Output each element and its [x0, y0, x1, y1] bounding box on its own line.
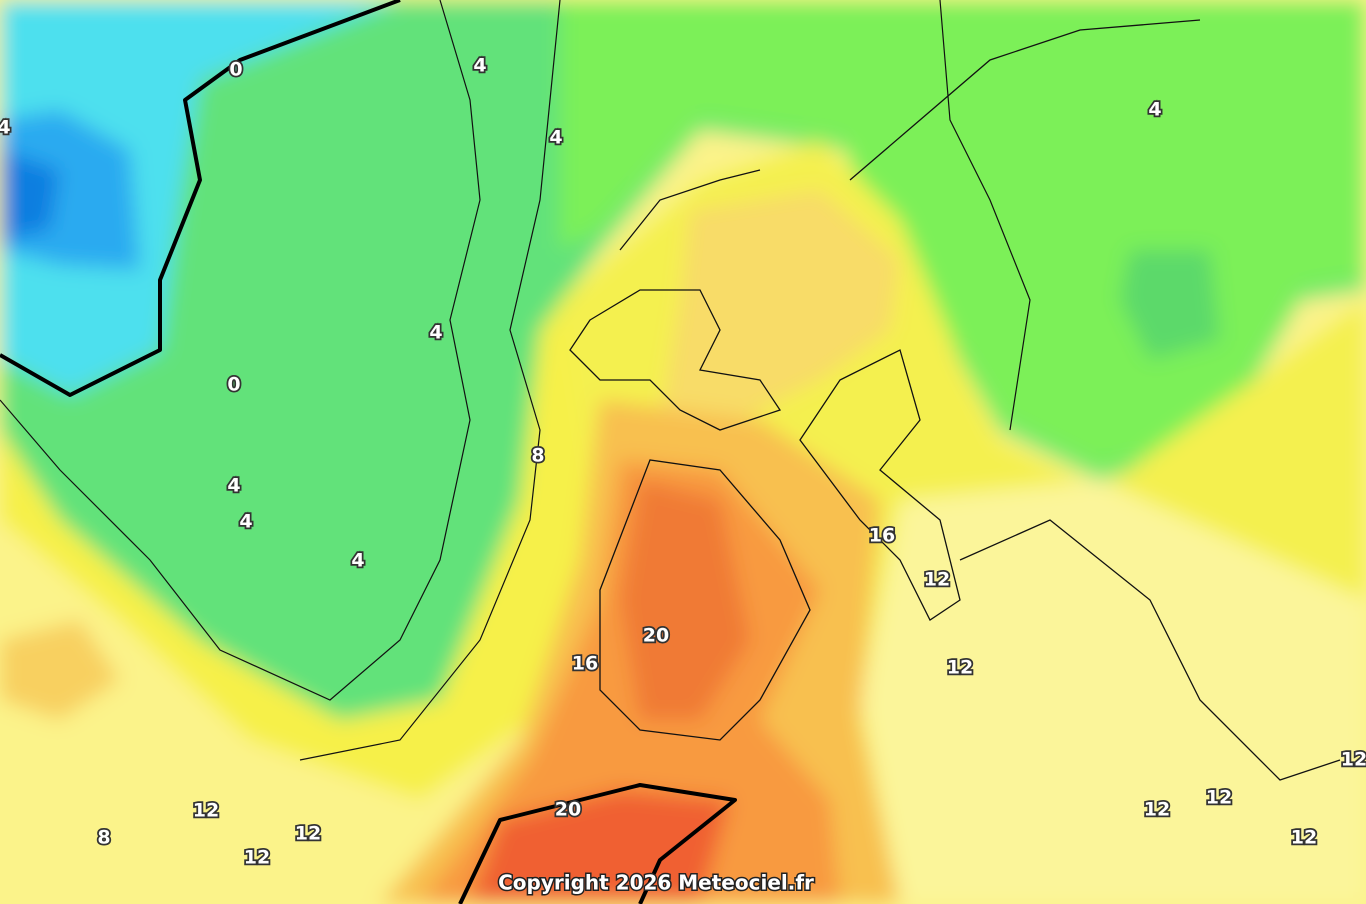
contour-label: 12	[244, 847, 270, 869]
contour-label: 8	[97, 827, 110, 849]
contour-label: 4	[473, 55, 486, 77]
contour-label: 12	[1144, 799, 1170, 821]
contour-label: 12	[295, 823, 321, 845]
contour-label: 12	[947, 657, 973, 679]
contour-label: 0	[229, 59, 242, 81]
contour-label: 4	[1148, 99, 1161, 121]
contour-label: 8	[531, 445, 544, 467]
contour-label: 20	[643, 625, 669, 647]
contour-label: 16	[572, 653, 598, 675]
contour-label: 12	[1206, 787, 1232, 809]
contour-label: 4	[227, 475, 240, 497]
contour-label: 12	[1291, 827, 1317, 849]
contour-label: 16	[869, 525, 895, 547]
contour-label: 4	[239, 511, 252, 533]
contour-label: 12	[1341, 749, 1366, 771]
copyright: Copyright 2026 Meteociel.fr	[498, 871, 814, 895]
contour-label: 4	[351, 550, 364, 572]
contour-label: 4	[0, 117, 11, 139]
contour-label: 4	[549, 127, 562, 149]
contour-label: 12	[924, 569, 950, 591]
contour-label: 4	[429, 322, 442, 344]
contour-labels: 0 4 4 4 4 4 0 8 4 4 4 16 12 20 16 12 20 12 8 12 12 12 12 12 12	[0, 53, 1366, 871]
contour-label: 0	[227, 374, 240, 396]
contour-label: 12	[193, 800, 219, 822]
contour-label: 20	[555, 799, 581, 821]
